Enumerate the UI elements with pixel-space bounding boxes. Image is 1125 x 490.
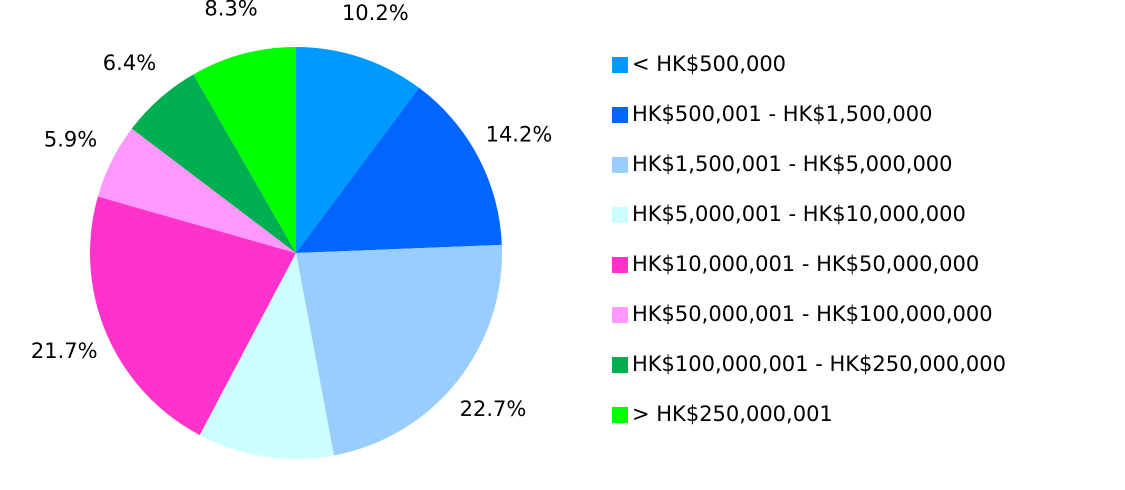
pie-slice (89, 196, 297, 436)
legend-swatch (612, 407, 628, 423)
legend-swatch (612, 107, 628, 123)
pie-slice (97, 128, 296, 253)
legend-label: HK$5,000,001 - HK$10,000,000 (632, 202, 966, 226)
data-label: 22.7% (460, 397, 527, 421)
legend-label: > HK$250,000,001 (632, 402, 833, 426)
pie-slice (296, 244, 502, 456)
legend-swatch (612, 207, 628, 223)
legend-label: HK$100,000,001 - HK$250,000,000 (632, 352, 1006, 376)
data-label: 10.2% (342, 1, 409, 25)
legend-swatch (612, 257, 628, 273)
pie-slice (296, 87, 502, 254)
pie-slice (131, 74, 296, 254)
legend-label: HK$500,001 - HK$1,500,000 (632, 102, 933, 126)
data-label: 5.9% (44, 127, 97, 151)
data-label: 21.7% (31, 339, 98, 363)
legend-swatch (612, 157, 628, 173)
pie-slice (296, 47, 420, 253)
data-label: 8.3% (204, 0, 257, 21)
legend-label: < HK$500,000 (632, 52, 786, 76)
pie-slice (193, 47, 296, 253)
pie-slice (199, 253, 334, 459)
data-label: 14.2% (486, 123, 553, 147)
data-label: 6.4% (103, 51, 156, 75)
legend-label: HK$10,000,001 - HK$50,000,000 (632, 252, 979, 276)
legend-swatch (612, 57, 628, 73)
legend-label: HK$50,000,001 - HK$100,000,000 (632, 302, 993, 326)
legend-swatch (612, 357, 628, 373)
legend-label: HK$1,500,001 - HK$5,000,000 (632, 152, 953, 176)
legend-swatch (612, 307, 628, 323)
